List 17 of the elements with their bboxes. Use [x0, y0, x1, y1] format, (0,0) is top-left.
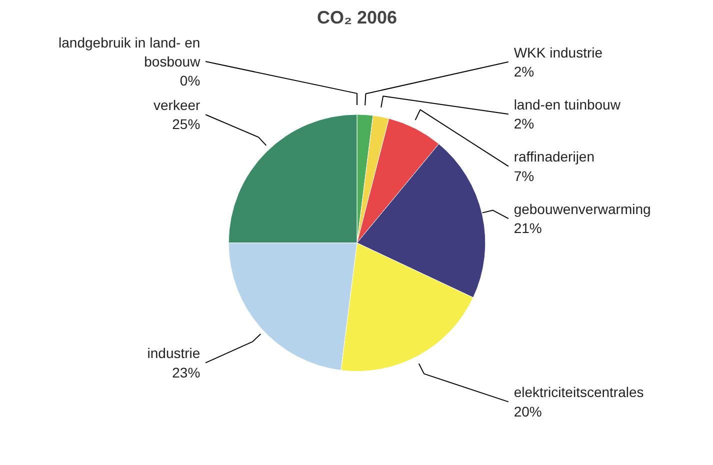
- data-label: 2%: [514, 63, 534, 80]
- slice-label: raffinaderijen: [514, 148, 595, 165]
- slice-label: industrie: [147, 345, 200, 362]
- slice-label: verkeer: [153, 97, 201, 114]
- chart-title: CO₂ 2006: [316, 8, 398, 28]
- slice-label: WKK industrie: [514, 44, 603, 60]
- slice-label: elektriciteitscentrales: [514, 384, 644, 400]
- data-label: 21%: [514, 220, 542, 236]
- data-label: 23%: [172, 364, 200, 380]
- slice-label: gebouwenverwarming: [514, 200, 651, 217]
- category-label: landgebruik in land- en bosbouw: [58, 34, 200, 70]
- data-label: 2%: [514, 116, 534, 132]
- data-label: 7%: [514, 168, 534, 184]
- data-label: 25%: [172, 116, 200, 132]
- slice-label: land-en tuinbouw: [514, 96, 622, 113]
- text: 0%: [180, 72, 200, 89]
- data-label: 20%: [514, 403, 542, 420]
